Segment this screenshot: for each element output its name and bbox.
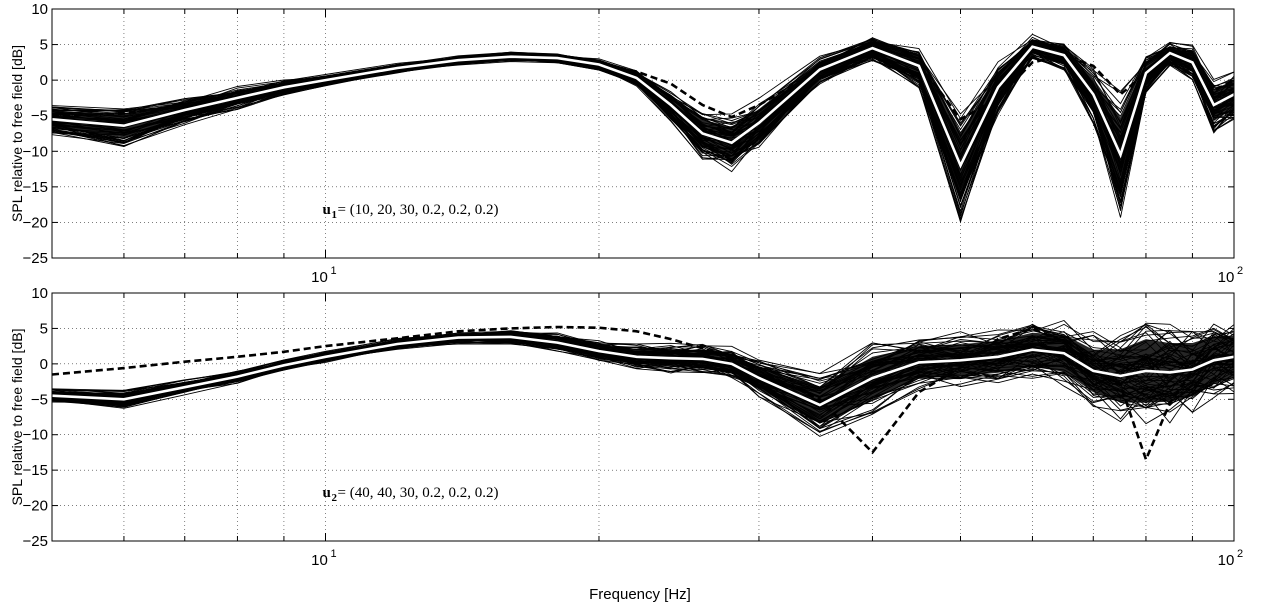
plot-area: [52, 33, 1234, 224]
y-axis-label: SPL relative to free field [dB]: [9, 329, 25, 506]
plot-area: [52, 319, 1234, 464]
ensemble-band: [52, 332, 1234, 424]
y-tick-label: 0: [40, 356, 48, 373]
y-tick-label: −15: [23, 179, 48, 196]
realization-line: [52, 339, 1234, 432]
x-tick-exponent: 1: [330, 265, 336, 277]
annotation-sub: 1: [331, 209, 337, 221]
axes-frame: [51, 292, 1235, 542]
mean-line: [52, 45, 1234, 169]
annotation-text: = (10, 20, 30, 0.2, 0.2, 0.2): [337, 202, 498, 218]
y-tick-label: −10: [23, 427, 48, 444]
grid: [52, 293, 1234, 541]
y-tick-label: −5: [31, 391, 48, 408]
annotation-sub: 2: [331, 492, 337, 504]
x-tick-label: 10: [1218, 552, 1235, 569]
x-tick-exponent: 2: [1237, 265, 1243, 277]
mean-line: [52, 335, 1234, 407]
y-tick-label: 0: [40, 72, 48, 89]
x-tick-exponent: 2: [1237, 548, 1243, 560]
realization-line: [52, 52, 1234, 224]
realization-line: [52, 323, 1234, 394]
x-tick-exponent: 1: [330, 548, 336, 560]
y-tick-label: 5: [40, 320, 48, 337]
y-tick-label: −20: [23, 498, 48, 515]
y-tick-label: −20: [23, 214, 48, 231]
annotation-text: = (40, 40, 30, 0.2, 0.2, 0.2): [337, 485, 498, 501]
axes-frame: [51, 8, 1235, 259]
y-tick-label: −15: [23, 462, 48, 479]
x-tick-label: 10: [1218, 269, 1235, 286]
annotation-var: u: [322, 485, 330, 501]
x-tick-label: 10: [311, 552, 328, 569]
x-tick-label: 10: [311, 269, 328, 286]
grid: [52, 9, 1234, 258]
y-tick-label: −25: [23, 250, 48, 267]
y-axis-label: SPL relative to free field [dB]: [9, 45, 25, 222]
y-tick-label: −5: [31, 108, 48, 125]
y-tick-label: 5: [40, 37, 48, 54]
x-axis-label: Frequency [Hz]: [589, 586, 691, 603]
y-tick-label: 10: [31, 1, 48, 18]
y-tick-label: 10: [31, 285, 48, 302]
annotation-var: u: [322, 202, 330, 218]
y-tick-label: −25: [23, 533, 48, 550]
ensemble-band: [52, 39, 1234, 198]
dashed-line: [52, 325, 1234, 464]
y-tick-label: −10: [23, 143, 48, 160]
